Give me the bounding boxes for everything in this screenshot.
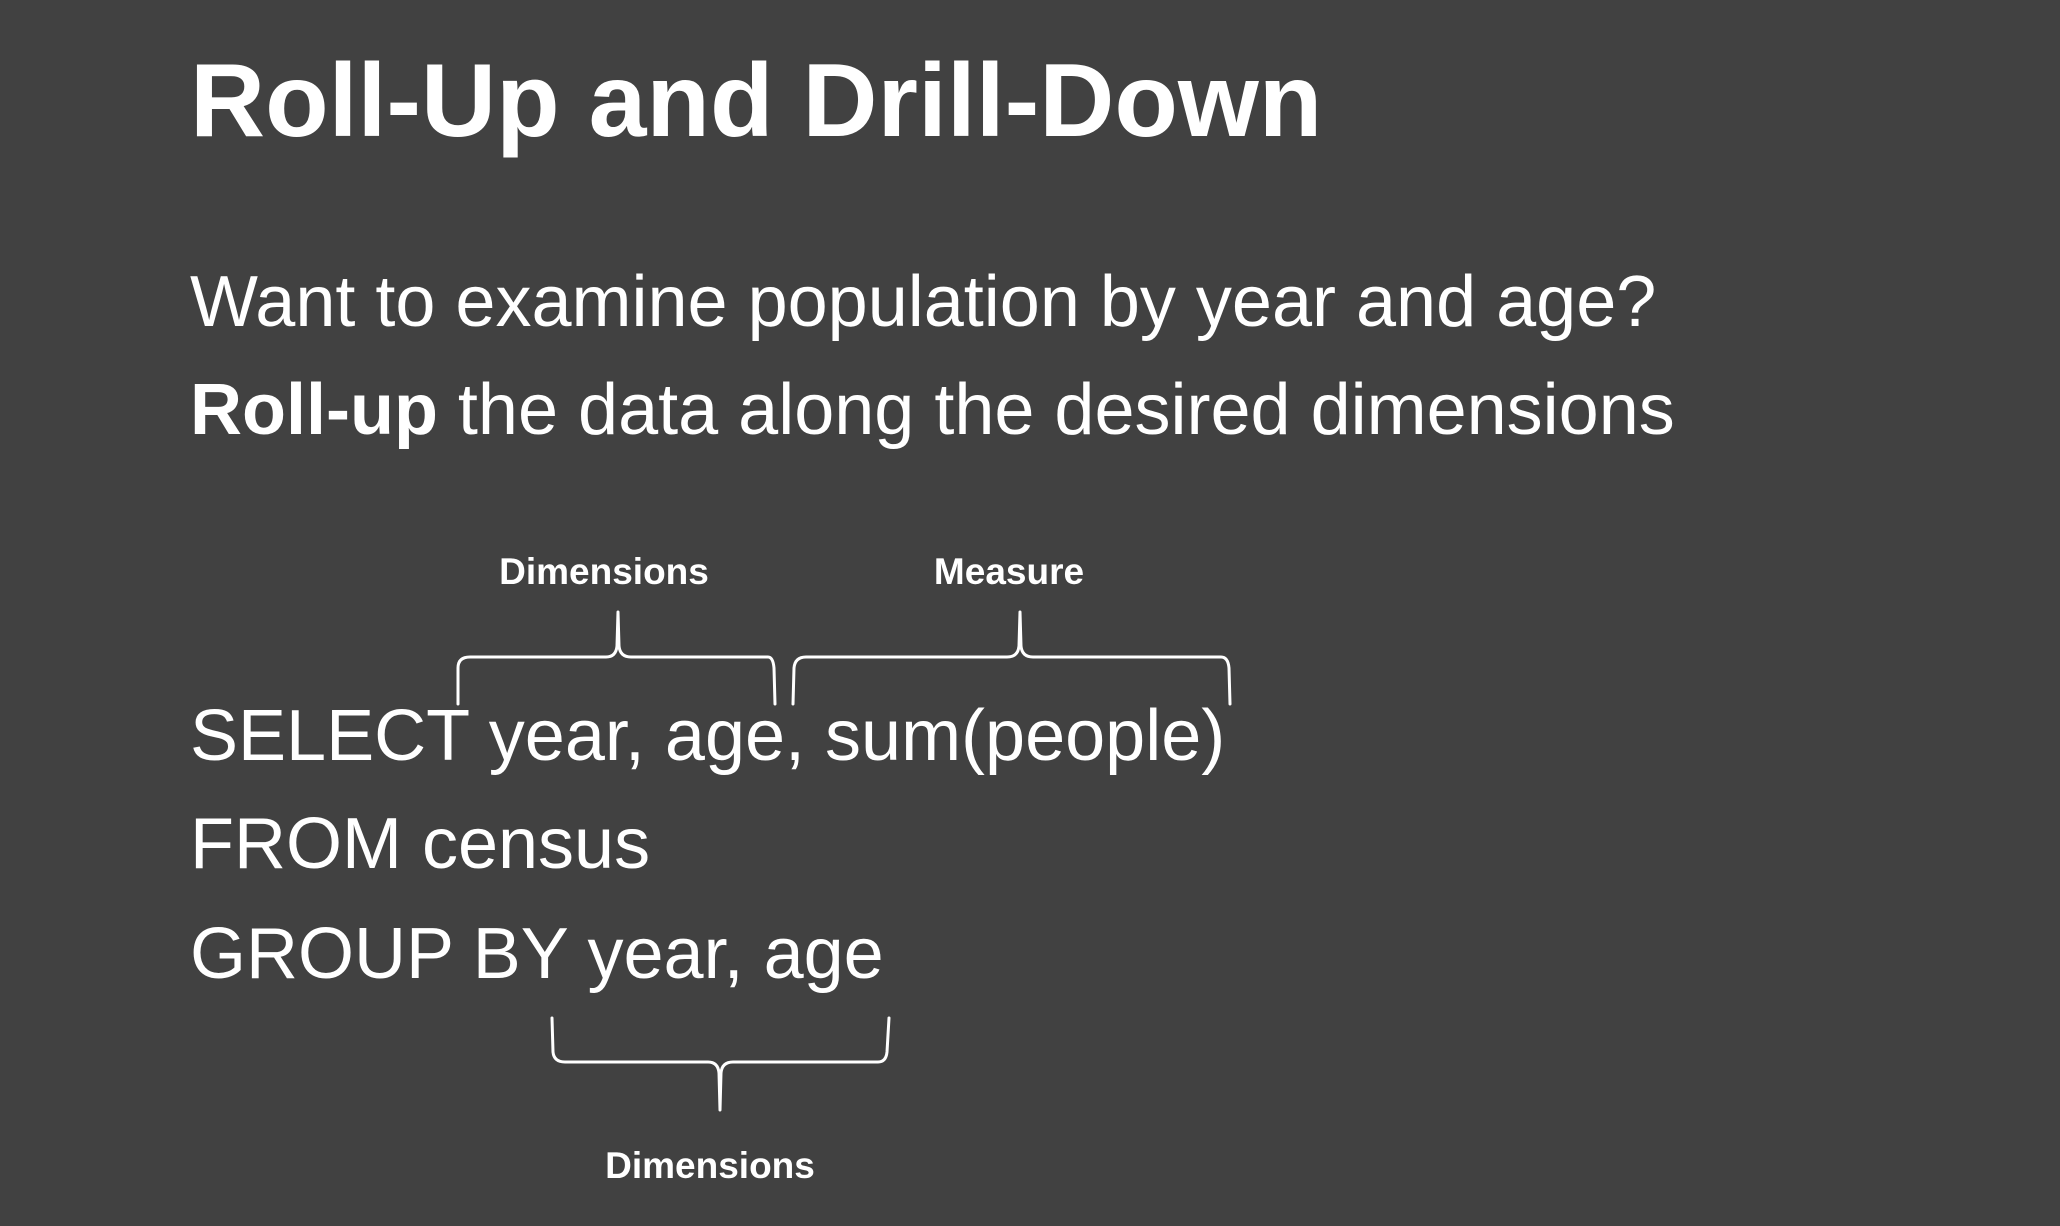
intro-question: Want to examine population by year and a… (190, 262, 1656, 342)
rollup-statement: Roll-up the data along the desired dimen… (190, 370, 1675, 450)
rollup-term: Roll-up (190, 370, 438, 450)
select-keyword: SELECT (190, 696, 469, 776)
rollup-description: the data along the desired dimensions (438, 370, 1675, 450)
dimensions-brace (456, 610, 777, 706)
group-by-columns: year, age (567, 914, 883, 994)
measure-brace (791, 610, 1232, 706)
measure-label: Measure (934, 551, 1084, 592)
sql-from-line: FROM census (190, 804, 650, 884)
sql-select-line: SELECT year, age, sum(people) (190, 696, 1225, 776)
sql-group-by-line: GROUP BY year, age (190, 914, 884, 994)
select-dimensions-label: Dimensions (499, 551, 709, 592)
select-columns: year, age, sum(people) (469, 696, 1225, 776)
group-by-keyword: GROUP BY (190, 914, 568, 994)
group-by-dimensions-label: Dimensions (605, 1145, 815, 1186)
group-by-dimensions-brace (550, 1016, 891, 1112)
slide-title: Roll-Up and Drill-Down (190, 43, 1322, 159)
